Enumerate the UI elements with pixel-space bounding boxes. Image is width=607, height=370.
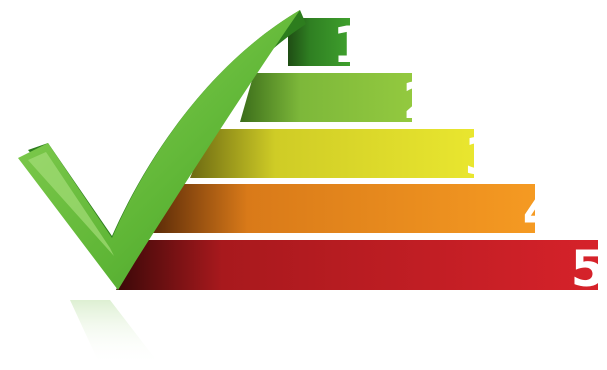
step-number-1: 1 [333, 16, 368, 74]
checkmark-icon [18, 10, 306, 290]
checkmark-reflection [70, 300, 160, 365]
step-bar-3 [190, 129, 474, 178]
step-number-2: 2 [403, 72, 438, 130]
step-bar-5 [116, 240, 598, 290]
step-bar-2 [240, 73, 412, 122]
step-number-4: 4 [523, 183, 558, 241]
step-bar-1 [288, 18, 350, 66]
step-bar-4 [152, 184, 535, 233]
step-bars [116, 18, 598, 290]
step-numbers: 1 2 3 4 5 [333, 16, 606, 298]
step-number-3: 3 [465, 128, 500, 186]
step-number-5: 5 [571, 240, 606, 298]
